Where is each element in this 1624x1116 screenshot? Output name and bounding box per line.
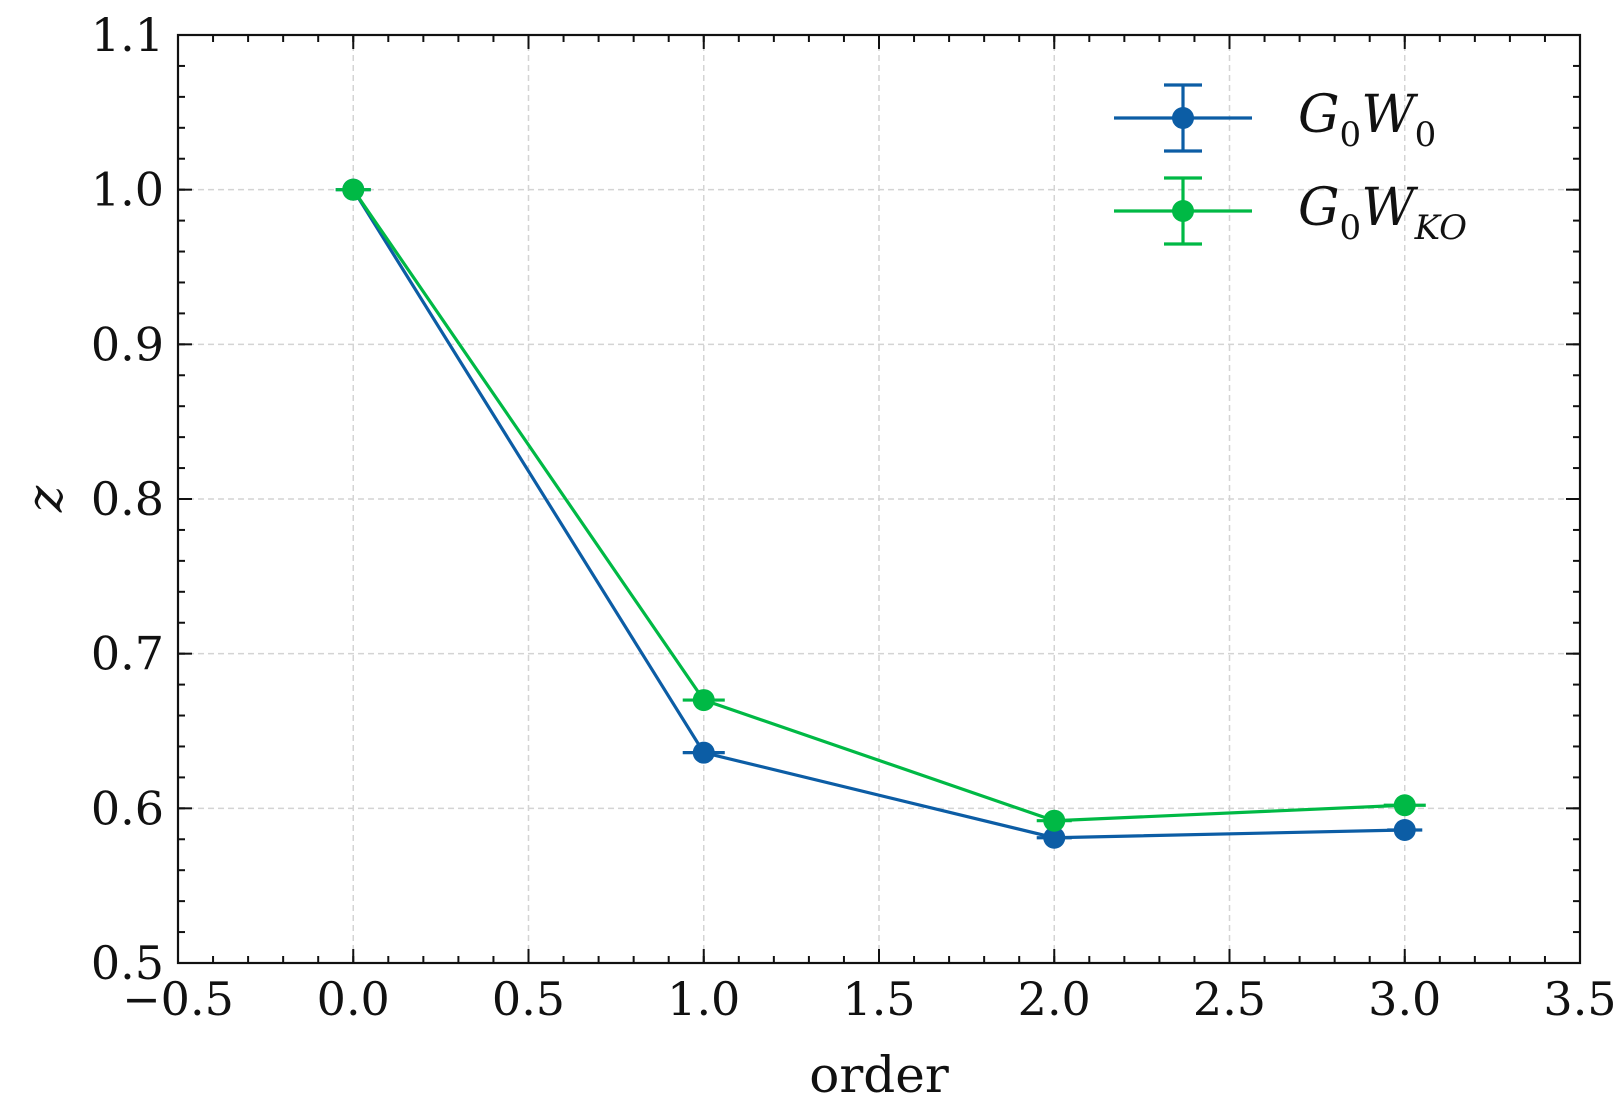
x-tick-label: 3.5	[1543, 972, 1616, 1026]
x-tick-label: 3.0	[1368, 972, 1441, 1026]
y-tick-label: 0.9	[91, 317, 164, 371]
legend-item-g0w0: G0W0	[1114, 83, 1436, 155]
x-tick-label: 0.5	[492, 972, 565, 1026]
data-point	[1043, 809, 1066, 832]
legend-point	[1172, 107, 1194, 129]
x-tick-label: 1.0	[667, 972, 740, 1026]
series-layer	[335, 178, 1426, 849]
ticks	[177, 34, 1581, 964]
x-axis-label: order	[809, 1046, 949, 1104]
y-tick-label: 0.6	[91, 781, 164, 835]
x-tick-label: 2.5	[1193, 972, 1266, 1026]
data-point	[1393, 794, 1416, 817]
y-tick-label: 1.1	[91, 8, 164, 62]
legend-marker-g0wko	[1114, 176, 1252, 246]
legend-label-g0wko: G0WKO	[1298, 178, 1467, 248]
data-point	[692, 741, 715, 764]
x-tick-label: 2.0	[1018, 972, 1091, 1026]
legend-item-g0wko: G0WKO	[1114, 176, 1467, 248]
tick-labels: −0.5 0.0 0.5 1.0 1.5 2.0 2.5 3.0 3.5 0.5 0.6 0.7 0.8…	[91, 8, 1617, 1026]
y-tick-label: 0.5	[91, 936, 164, 990]
data-point	[1043, 826, 1066, 849]
legend-point	[1172, 200, 1194, 222]
y-tick-label: 0.8	[91, 472, 164, 526]
series-line	[351, 188, 1405, 823]
legend: G0W0 G0WKO	[1114, 83, 1467, 248]
x-tick-label: 1.5	[842, 972, 915, 1026]
x-tick-label: 0.0	[317, 972, 390, 1026]
x-tick-label: −0.5	[122, 972, 234, 1026]
y-tick-label: 1.0	[91, 163, 164, 217]
legend-marker-g0w0	[1114, 83, 1252, 153]
y-axis-label: z	[16, 485, 74, 513]
data-point	[692, 689, 715, 712]
series-line	[351, 188, 1405, 840]
legend-label-g0w0: G0W0	[1298, 85, 1436, 155]
series-1	[335, 178, 1426, 832]
data-point	[342, 178, 365, 201]
data-point	[1393, 818, 1416, 841]
y-tick-label: 0.7	[91, 627, 164, 681]
grid	[178, 35, 1580, 963]
